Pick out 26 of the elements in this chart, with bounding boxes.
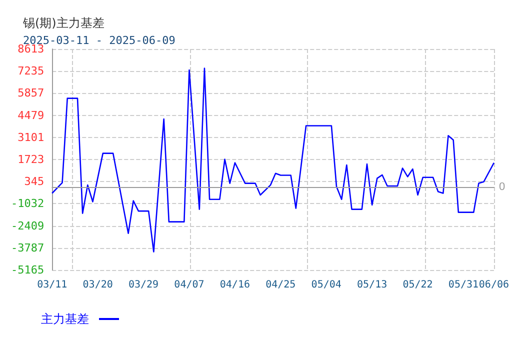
y-tick-label: 5857 [18, 86, 44, 100]
x-tick-label: 05/13 [357, 280, 388, 290]
y-tick-label: 3101 [18, 130, 44, 144]
x-tick-label: 03/11 [37, 280, 68, 290]
legend-label: 主力基差 [41, 312, 89, 326]
x-tick-label: 04/07 [174, 280, 204, 290]
y-tick-label: -1032 [10, 197, 44, 210]
x-tick-label: 06/06 [478, 280, 510, 290]
x-tick-label: 03/29 [128, 280, 159, 290]
chart-title: 锡(期)主力基差 [22, 16, 104, 30]
y-tick-label: -2409 [10, 219, 44, 232]
x-tick-label: 05/22 [402, 280, 433, 290]
y-tick-label: 8613 [18, 42, 44, 56]
y-tick-label: 1723 [18, 153, 44, 166]
x-tick-label: 05/04 [311, 280, 342, 290]
y-tick-label: 345 [24, 175, 44, 188]
line-series [51, 68, 495, 252]
x-tick-label: 04/16 [220, 280, 250, 290]
y-tick-label: -3787 [10, 241, 44, 254]
y-tick-label: 4479 [18, 108, 44, 122]
x-tick-label: 04/25 [266, 280, 296, 290]
ref-line-label: 0 [498, 181, 506, 194]
x-tick-label: 05/31 [448, 280, 479, 290]
y-tick-label: -5165 [10, 264, 44, 276]
y-tick-label: 7235 [18, 64, 44, 78]
x-tick-label: 03/20 [82, 280, 113, 290]
